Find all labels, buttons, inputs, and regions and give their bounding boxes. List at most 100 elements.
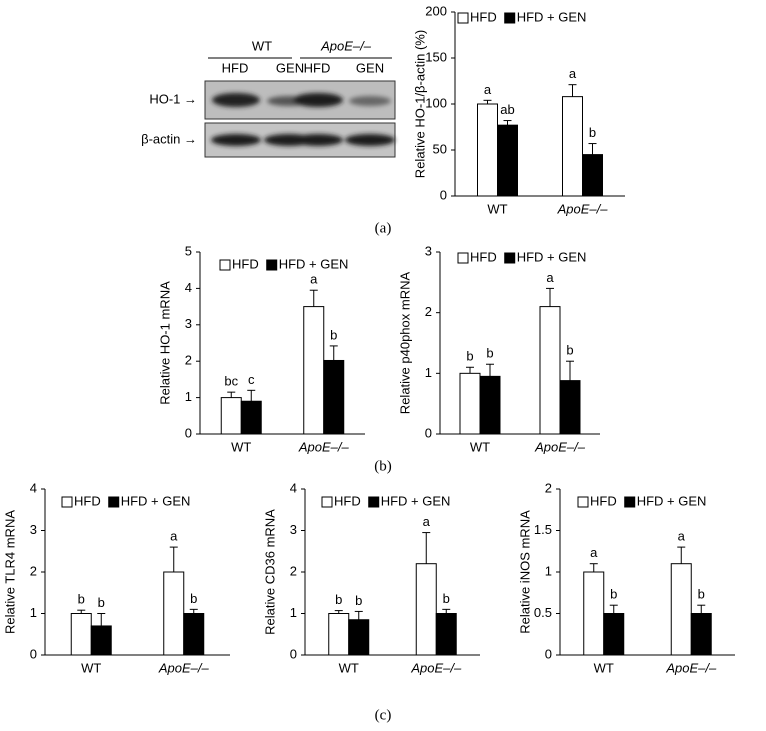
bar	[90, 625, 112, 656]
y-axis-label: Relative iNOS mRNA	[517, 510, 532, 634]
x-tick-label: ApoE–/–	[158, 660, 210, 675]
x-tick-label: ApoE–/–	[665, 660, 717, 675]
panel-label: (a)	[375, 220, 392, 236]
y-tick-label: 2	[185, 353, 192, 368]
bands	[211, 93, 395, 146]
bar	[690, 613, 712, 656]
y-tick-label: 2	[545, 480, 552, 495]
legend-label: HFD	[232, 256, 259, 271]
significance-letter: b	[98, 595, 105, 610]
legend-label: HFD + GEN	[381, 493, 451, 508]
significance-letter: b	[589, 125, 596, 140]
bar	[303, 306, 325, 435]
significance-letter: b	[78, 592, 85, 607]
legend-label: HFD + GEN	[121, 493, 191, 508]
lane-label: HFD	[304, 60, 331, 75]
legend-label: HFD	[470, 9, 497, 24]
legend-swatch	[504, 252, 516, 264]
bar	[497, 124, 518, 197]
significance-letter: b	[466, 349, 473, 364]
legend-label: HFD + GEN	[637, 493, 707, 508]
y-tick-label: 3	[425, 243, 432, 258]
significance-letter: bc	[224, 374, 238, 389]
band	[293, 134, 343, 146]
x-tick-label: WT	[81, 660, 101, 675]
significance-letter: c	[248, 372, 255, 387]
y-tick-label: 3	[30, 522, 37, 537]
significance-letter: a	[423, 514, 431, 529]
significance-letter: b	[698, 587, 705, 602]
bar	[323, 359, 345, 435]
y-tick-label: 3	[185, 316, 192, 331]
y-tick-label: 0	[30, 646, 37, 661]
legend-swatch	[504, 12, 516, 24]
bar	[435, 613, 457, 656]
western-blot: WT ApoE–/– HFD GEN HFD GEN HO-1 → β-acti…	[141, 38, 396, 158]
y-tick-label: 1	[290, 605, 297, 620]
bar	[220, 397, 242, 435]
band	[349, 96, 391, 106]
significance-letter: b	[610, 587, 617, 602]
y-tick-label: 4	[185, 280, 192, 295]
y-tick-label: 1	[30, 605, 37, 620]
band	[293, 93, 343, 107]
group-label: ApoE–/–	[320, 38, 372, 53]
bar	[70, 613, 92, 656]
y-tick-label: 50	[433, 141, 447, 156]
bar	[559, 380, 581, 435]
group-label: WT	[252, 38, 272, 53]
significance-letter: a	[484, 82, 492, 97]
y-tick-label: 2	[30, 563, 37, 578]
y-axis-label: Relative HO-1/β-actin (%)	[412, 30, 427, 178]
bar	[582, 154, 603, 197]
bar	[459, 372, 481, 435]
y-tick-label: 0	[185, 425, 192, 440]
legend-swatch	[61, 496, 73, 508]
band	[211, 134, 261, 146]
lane-label: HFD	[222, 60, 249, 75]
legend-swatch	[108, 496, 120, 508]
legend-swatch	[577, 496, 589, 508]
significance-letter: a	[546, 270, 554, 285]
band	[345, 134, 395, 146]
legend-swatch	[457, 252, 469, 264]
y-tick-label: 1	[185, 389, 192, 404]
legend-label: HFD	[74, 493, 101, 508]
y-tick-label: 1	[425, 365, 432, 380]
legend-label: HFD + GEN	[517, 9, 587, 24]
bar	[562, 96, 583, 197]
legend-swatch	[457, 12, 469, 24]
panel-label: (b)	[374, 458, 392, 474]
x-tick-label: ApoE–/–	[557, 201, 609, 216]
y-axis-label: Relative TLR4 mRNA	[2, 510, 17, 634]
y-tick-label: 200	[425, 3, 447, 18]
x-tick-label: WT	[594, 660, 614, 675]
significance-letter: b	[355, 593, 362, 608]
bar	[348, 619, 370, 656]
significance-letter: b	[566, 343, 573, 358]
bar	[670, 563, 692, 656]
significance-letter: b	[330, 327, 337, 342]
significance-letter: a	[569, 66, 577, 81]
y-tick-label: 2	[425, 304, 432, 319]
bar	[240, 400, 262, 435]
y-tick-label: 0.5	[534, 605, 552, 620]
bar	[479, 375, 501, 435]
y-tick-label: 4	[30, 480, 37, 495]
significance-letter: a	[678, 529, 686, 544]
legend-swatch	[368, 496, 380, 508]
panel-label: (c)	[375, 707, 392, 723]
y-tick-label: 0	[545, 646, 552, 661]
significance-letter: b	[335, 592, 342, 607]
y-axis-label: Relative CD36 mRNA	[262, 509, 277, 635]
bar	[183, 613, 205, 656]
legend-label: HFD	[470, 249, 497, 264]
legend-swatch	[624, 496, 636, 508]
legend-swatch	[266, 259, 278, 271]
row-label: HO-1 →	[149, 91, 197, 106]
lane-label: GEN	[276, 60, 304, 75]
bar	[163, 571, 185, 656]
bar	[477, 103, 498, 197]
legend-label: HFD	[334, 493, 361, 508]
